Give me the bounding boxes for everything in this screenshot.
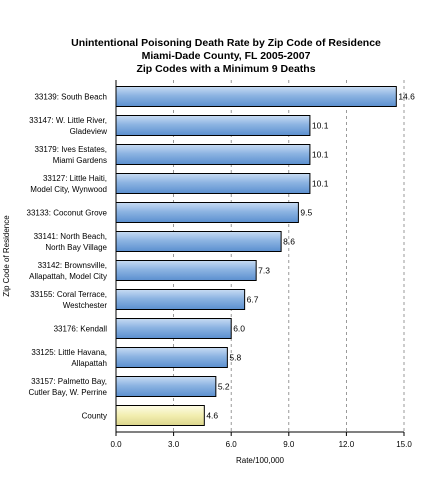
bar (115, 115, 311, 136)
value-labels: 14.6 10.1 10.1 10.1 9.5 8.6 7.3 6.7 6.0 5.8 5.2 4.6 (206, 92, 415, 421)
bar (115, 144, 311, 165)
category-label: Allapattah, Model City (29, 272, 107, 281)
value-label: 8.6 (283, 237, 295, 247)
bar (115, 173, 311, 194)
category-label: 33133: Coconut Grove (27, 209, 108, 218)
bar (115, 289, 246, 310)
category-label: Miami Gardens (53, 156, 107, 165)
category-label: 33142: Brownsville, (38, 261, 107, 270)
category-label: Westchester (63, 301, 108, 310)
category-label: 33141: North Beach, (34, 232, 107, 241)
x-tick-labels: 0.0 3.0 6.0 9.0 12.0 15.0 (110, 440, 412, 449)
y-axis-label: Zip Code of Residence (2, 215, 11, 297)
x-tick-label: 0.0 (110, 440, 122, 449)
bar (115, 376, 217, 397)
x-tick-label: 3.0 (168, 440, 180, 449)
x-axis-label: Rate/100,000 (236, 456, 285, 465)
value-label: 7.3 (258, 266, 270, 276)
value-label: 10.1 (312, 179, 329, 189)
category-label: 33125: Little Havana, (31, 348, 107, 357)
chart-title-line-3: Zip Codes with a Minimum 9 Deaths (136, 63, 315, 75)
category-label: 33157: Palmetto Bay, (31, 377, 107, 386)
value-label: 10.1 (312, 150, 329, 160)
chart-title-line-1: Unintentional Poisoning Death Rate by Zi… (71, 37, 381, 49)
category-label: 33179: Ives Estates, (35, 145, 108, 154)
category-label: Cutler Bay, W. Perrine (28, 388, 107, 397)
category-labels: 33139: South Beach 33147: W. Little River… (27, 93, 108, 421)
value-label: 5.2 (218, 382, 230, 392)
bar (115, 318, 232, 339)
bar (115, 86, 397, 107)
value-label: 14.6 (398, 92, 415, 102)
value-label: 6.0 (233, 324, 245, 334)
category-label: Allapattah (71, 359, 107, 368)
category-label: County (82, 412, 107, 421)
category-label: 33147: W. Little River, (29, 116, 107, 125)
bar (115, 260, 257, 281)
value-label: 5.8 (229, 353, 241, 363)
bar (115, 347, 228, 368)
grid-lines (115, 80, 405, 436)
x-tick-label: 9.0 (283, 440, 295, 449)
category-label: 33155: Coral Terrace, (30, 290, 107, 299)
x-tick-label: 6.0 (226, 440, 238, 449)
value-label: 9.5 (300, 208, 312, 218)
category-label: 33176: Kendall (54, 325, 108, 334)
category-label: Model City, Wynwood (30, 185, 107, 194)
bar (115, 231, 282, 252)
bar (115, 202, 299, 223)
value-label: 10.1 (312, 121, 329, 131)
bar-county (115, 405, 205, 426)
bars (115, 86, 397, 426)
category-label: Gladeview (70, 127, 108, 136)
value-label: 4.6 (206, 411, 218, 421)
value-label: 6.7 (247, 295, 259, 305)
chart-title-line-2: Miami-Dade County, FL 2005-2007 (142, 50, 311, 62)
category-label: North Bay Village (45, 243, 107, 252)
category-label: 33127: Little Haiti, (43, 174, 107, 183)
category-label: 33139: South Beach (34, 93, 107, 102)
x-tick-label: 15.0 (396, 440, 412, 449)
x-tick-label: 12.0 (339, 440, 355, 449)
